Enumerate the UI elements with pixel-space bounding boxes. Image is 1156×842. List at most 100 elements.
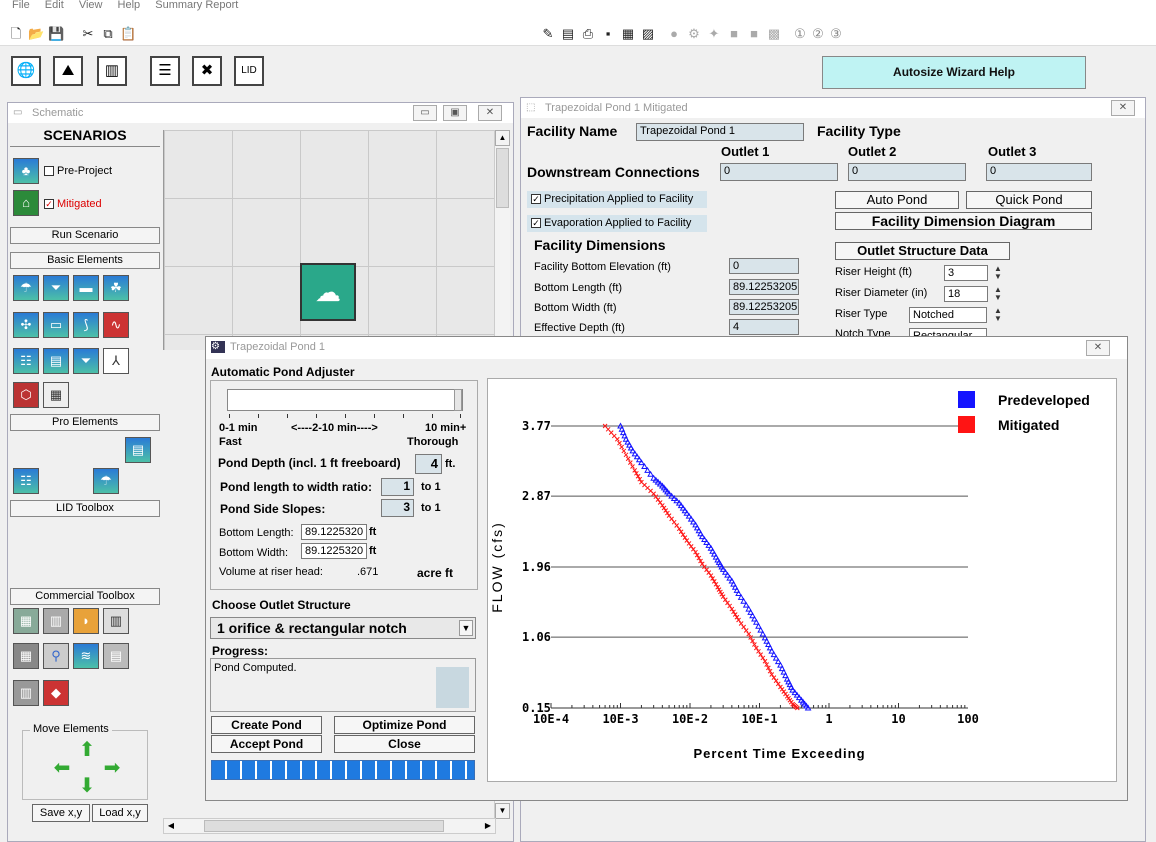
table-icon[interactable]: ▦ (621, 26, 635, 41)
maximize-button[interactable]: ▣ (443, 105, 467, 121)
commercial-element1-icon[interactable]: ▦ (13, 608, 39, 634)
commercial-element3-icon[interactable]: ◗ (73, 608, 99, 634)
bar-chart-icon[interactable]: ▥ (97, 56, 127, 86)
commercial-element5-icon[interactable]: ▦ (13, 643, 39, 669)
menu-file[interactable]: File (12, 0, 30, 11)
outlet-structure-select[interactable]: 1 orifice & rectangular notch ▼ (210, 617, 476, 639)
scroll-thumb[interactable] (496, 148, 509, 208)
rain-element-on-canvas-icon[interactable]: ☁ (300, 263, 356, 321)
outlet1-connection-input[interactable]: 0 (720, 163, 838, 181)
graph-icon[interactable]: ▨ (641, 26, 655, 41)
arrow-down-icon[interactable]: ⬇ (78, 775, 96, 797)
save-icon[interactable]: 💾 (48, 26, 65, 41)
quick-pond-button[interactable]: Quick Pond (966, 191, 1092, 209)
pond-depth-input[interactable]: 4 (415, 454, 442, 474)
riser-type-input[interactable]: Notched (909, 307, 987, 323)
effective-depth-input[interactable]: 4 (729, 319, 799, 335)
slider-thumb[interactable] (454, 389, 462, 411)
evaporation-checkbox[interactable]: ✓ Evaporation Applied to Facility (527, 215, 707, 232)
circle-two-icon[interactable]: ② (812, 26, 824, 41)
arrow-left-icon[interactable]: ⬅ (53, 757, 71, 779)
arrow-up-icon[interactable]: ⬆ (78, 739, 96, 761)
channel-element-icon[interactable]: ⟆ (73, 312, 99, 338)
commercial-element8-icon[interactable]: ▤ (103, 643, 129, 669)
accept-pond-button[interactable]: Accept Pond (211, 735, 322, 753)
close-icon[interactable]: ✕ (478, 105, 502, 121)
circle-one-icon[interactable]: ① (794, 26, 806, 41)
precipitation-checkbox[interactable]: ✓ Precipitation Applied to Facility (527, 191, 707, 208)
save-disk-icon[interactable]: ▪ (605, 26, 611, 41)
optimize-pond-button[interactable]: Optimize Pond (334, 716, 475, 734)
point-element-icon[interactable]: ⬡ (13, 382, 39, 408)
minimize-button[interactable]: ▭ (413, 105, 437, 121)
dialog-close-icon[interactable]: ✕ (1086, 340, 1110, 356)
arrow-right-icon[interactable]: ➡ (103, 757, 121, 779)
speed-slider[interactable] (227, 389, 463, 411)
cut-icon[interactable]: ✂ (82, 26, 94, 41)
pro-element-icon[interactable]: ▤ (125, 437, 151, 463)
trench-element-icon[interactable]: ⏷ (73, 348, 99, 374)
facility-close-icon[interactable]: ✕ (1111, 100, 1135, 116)
riser-diameter-input[interactable]: 18 (944, 286, 988, 302)
menu-help[interactable]: Help (117, 0, 141, 11)
print-icon[interactable]: ⎙ (582, 26, 594, 41)
outlet2-connection-input[interactable]: 0 (848, 163, 966, 181)
pre-project-icon[interactable]: ♣ (13, 158, 39, 184)
paste-icon[interactable]: 📋 (120, 26, 137, 41)
new-file-icon[interactable]: 🗋 (10, 26, 22, 41)
facility-dimension-diagram-button[interactable]: Facility Dimension Diagram (835, 212, 1092, 230)
block-icon[interactable]: ■ (730, 26, 738, 41)
globe-icon[interactable]: 🌐 (11, 56, 41, 86)
rain-element-icon[interactable]: ☂ (13, 275, 39, 301)
ratio-input[interactable]: 1 (381, 478, 414, 496)
lid-element-icon[interactable]: ☷ (13, 468, 39, 494)
load-xy-button[interactable]: Load x,y (92, 804, 148, 822)
graph-element-icon[interactable]: ∿ (103, 312, 129, 338)
commercial-element9-icon[interactable]: ▥ (13, 680, 39, 706)
scroll-down-icon[interactable]: ▼ (495, 803, 510, 819)
pond-element-icon[interactable]: ⏷ (43, 275, 69, 301)
document-icon[interactable]: ☰ (150, 56, 180, 86)
notch-type-input[interactable]: Rectangular (909, 328, 987, 336)
adjuster-bottom-length-input[interactable]: 89.1225320 (301, 524, 367, 540)
facility-name-input[interactable]: Trapezoidal Pond 1 (636, 123, 804, 141)
circle-three-icon[interactable]: ③ (830, 26, 842, 41)
splitter-element-icon[interactable]: ✣ (13, 312, 39, 338)
auto-pond-button[interactable]: Auto Pond (835, 191, 959, 209)
menu-summary-report[interactable]: Summary Report (155, 0, 239, 11)
tools-wrench-icon[interactable]: ✖ (192, 56, 222, 86)
vault-element-icon[interactable]: ▤ (43, 348, 69, 374)
menu-view[interactable]: View (78, 0, 103, 11)
lid-element2-icon[interactable]: ☂ (93, 468, 119, 494)
run-scenario-button[interactable]: Run Scenario (10, 227, 160, 244)
settings-icon[interactable]: ✦ (708, 26, 720, 41)
commercial-element4-icon[interactable]: ▥ (103, 608, 129, 634)
outlet3-connection-input[interactable]: 0 (986, 163, 1092, 181)
pre-project-checkbox[interactable]: Pre-Project (44, 165, 112, 177)
menu-edit[interactable]: Edit (44, 0, 64, 11)
mitigated-checkbox[interactable]: ✓ Mitigated (44, 198, 102, 210)
chevron-down-icon[interactable]: ▼ (459, 620, 473, 636)
commercial-element7-icon[interactable]: ≋ (73, 643, 99, 669)
run-icon[interactable]: ● (670, 26, 678, 41)
outlet-structure-data-button[interactable]: Outlet Structure Data (835, 242, 1010, 260)
adjuster-bottom-width-input[interactable]: 89.1225320 (301, 543, 367, 559)
commercial-element2-icon[interactable]: ▥ (43, 608, 69, 634)
junction-element-icon[interactable]: ⅄ (103, 348, 129, 374)
scroll-left-icon[interactable]: ◀ (167, 821, 175, 830)
checkbox-box[interactable]: ✓ (531, 218, 541, 229)
create-pond-button[interactable]: Create Pond (211, 716, 322, 734)
commercial-element6-icon[interactable]: ⚲ (43, 643, 69, 669)
h-scroll-thumb[interactable] (204, 820, 444, 832)
scroll-right-icon[interactable]: ▶ (484, 821, 492, 830)
open-folder-icon[interactable]: 📂 (28, 26, 45, 41)
scroll-up-icon[interactable]: ▲ (495, 130, 510, 146)
bottom-elevation-input[interactable]: 0 (729, 258, 799, 274)
horizontal-scrollbar[interactable]: ◀ ▶ (163, 818, 496, 834)
copy-icon[interactable]: ⧉ (103, 26, 113, 41)
close-button[interactable]: Close (334, 735, 475, 753)
tank-element-icon[interactable]: ▭ (43, 312, 69, 338)
riser-height-spinner[interactable]: ▲ ▼ (994, 264, 1002, 281)
bottom-width-input[interactable]: 89.12253205 (729, 299, 799, 315)
riser-height-input[interactable]: 3 (944, 265, 988, 281)
